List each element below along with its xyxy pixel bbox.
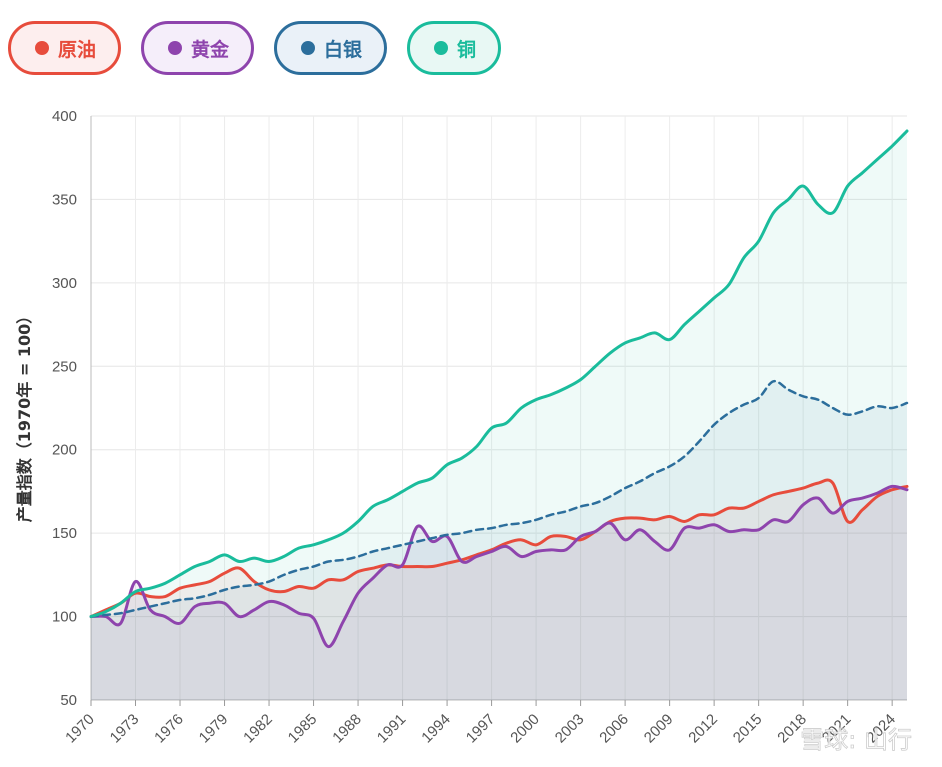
y-axis: 50 100 150 200 250 300 350 400 xyxy=(52,108,77,709)
x-tick-label: 1979 xyxy=(196,711,232,747)
y-tick-label: 250 xyxy=(52,358,77,375)
y-tick-label: 400 xyxy=(52,108,77,125)
series-area-silver xyxy=(91,381,907,700)
legend-dot-icon xyxy=(301,41,316,55)
x-tick-label: 1970 xyxy=(62,711,98,747)
series-line-copper xyxy=(89,129,909,619)
x-tick-label: 1985 xyxy=(285,711,321,747)
x-tick-label: 2006 xyxy=(596,711,632,747)
legend-label: 白银 xyxy=(324,38,363,61)
legend-item-crude-oil[interactable]: 原油 xyxy=(8,21,122,75)
x-tick-label: 1982 xyxy=(240,711,276,747)
legend-label: 黄金 xyxy=(191,38,230,61)
series-area-gold xyxy=(91,486,907,700)
series-area-crude-oil xyxy=(91,480,907,700)
series-areas xyxy=(91,131,907,700)
y-tick-label: 50 xyxy=(60,692,77,709)
y-tick-label: 100 xyxy=(52,609,77,626)
x-axis: 1970 1973 1976 1979 1982 1985 1988 1991 1994 1997… xyxy=(62,700,899,746)
series-area-copper xyxy=(91,131,907,700)
series-line-gold xyxy=(89,484,909,649)
grid xyxy=(90,115,907,701)
legend-dot-icon xyxy=(434,41,449,55)
y-tick-label: 150 xyxy=(52,525,77,542)
x-tick-label: 1991 xyxy=(374,711,410,747)
x-tick-label: 1997 xyxy=(463,711,499,747)
y-tick-label: 300 xyxy=(52,275,77,292)
x-tick-label: 2012 xyxy=(685,711,721,747)
series-line-crude-oil xyxy=(89,478,909,619)
x-tick-label: 2000 xyxy=(507,711,543,747)
series-lines xyxy=(89,129,909,649)
x-tick-label: 1988 xyxy=(329,711,365,747)
legend-label: 原油 xyxy=(58,38,97,61)
x-tick-label: 2009 xyxy=(641,711,677,747)
legend-label: 铜 xyxy=(457,38,477,61)
x-tick-label: 1973 xyxy=(107,711,143,747)
legend-item-copper[interactable]: 铜 xyxy=(407,21,502,75)
legend-item-silver[interactable]: 白银 xyxy=(274,21,388,75)
legend-dot-icon xyxy=(35,41,49,55)
legend-dot-icon xyxy=(168,41,183,55)
y-tick-label: 200 xyxy=(52,442,77,459)
y-axis-label: 产量指数（1970年 = 100） xyxy=(15,308,34,522)
x-tick-label: 2003 xyxy=(552,711,588,747)
x-tick-label: 2015 xyxy=(730,711,766,747)
legend-item-gold[interactable]: 黄金 xyxy=(141,21,255,75)
series-line-silver xyxy=(89,379,909,618)
legend: 原油 黄金 白银 铜 xyxy=(8,21,502,75)
x-tick-label: 1976 xyxy=(151,711,187,747)
y-tick-label: 350 xyxy=(52,191,77,208)
x-tick-label: 1994 xyxy=(418,711,454,747)
watermark: 雪球: 山行 xyxy=(800,726,912,754)
